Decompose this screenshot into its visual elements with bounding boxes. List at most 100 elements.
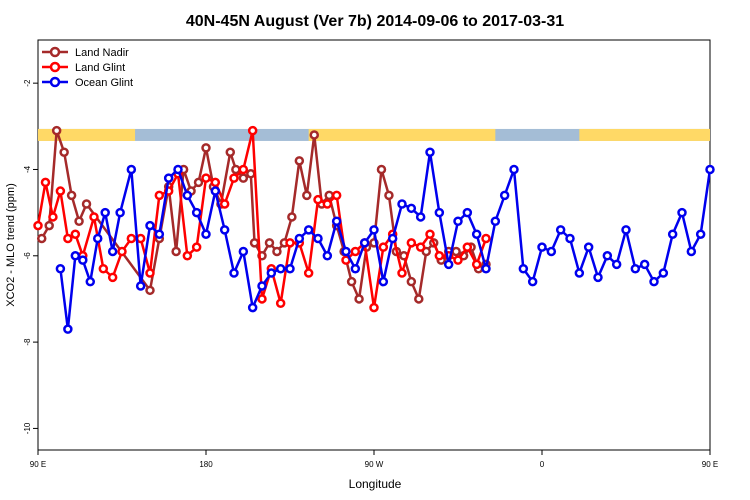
data-point: [499, 190, 510, 201]
data-point: [376, 164, 387, 175]
data-point: [257, 294, 267, 304]
legend: Land Nadir Land Glint Ocean Glint: [42, 46, 133, 89]
data-point: [285, 263, 295, 274]
data-point: [309, 130, 320, 140]
data-point: [238, 173, 249, 183]
surface-type-bar: [38, 128, 710, 141]
data-point: [630, 263, 641, 274]
data-point: [92, 233, 103, 244]
data-point: [249, 238, 260, 248]
data-point: [59, 147, 69, 157]
data-point: [154, 229, 165, 239]
data-point: [145, 220, 155, 231]
y-axis-label: XCO2 - MLO trend (ppm): [5, 183, 17, 306]
data-point: [443, 259, 454, 270]
x-tick-label: 180: [199, 460, 213, 469]
data-point: [201, 229, 211, 239]
data-point: [462, 242, 473, 252]
data-point: [201, 173, 211, 183]
data-point: [201, 143, 211, 153]
data-point: [210, 186, 221, 196]
data-point: [229, 173, 239, 183]
data-point: [275, 298, 286, 309]
data-point: [51, 125, 62, 136]
x-tick-label: 90 E: [702, 460, 718, 469]
data-point: [191, 207, 202, 218]
data-point: [66, 190, 77, 201]
data-point: [322, 199, 333, 209]
data-point: [247, 125, 258, 136]
data-point: [453, 216, 463, 227]
data-point: [238, 164, 249, 175]
data-point: [434, 251, 445, 261]
series-ocean-glint: [55, 147, 715, 334]
data-point: [193, 177, 204, 188]
data-point: [98, 263, 109, 274]
data-point: [331, 190, 342, 201]
data-point: [341, 246, 351, 257]
x-tick-label: 90 W: [365, 460, 384, 469]
data-point: [453, 255, 463, 265]
x-axis-label: Longitude: [349, 477, 402, 491]
data-point: [490, 216, 501, 227]
data-point: [313, 194, 323, 205]
surface-bar-land: [579, 128, 710, 141]
data-point: [55, 263, 66, 274]
data-point: [36, 233, 47, 244]
data-point: [70, 229, 81, 239]
data-point: [481, 263, 491, 274]
data-point: [107, 272, 118, 283]
data-point: [583, 242, 594, 252]
data-point: [649, 276, 659, 287]
data-point: [378, 276, 389, 287]
chart-title: 40N-45N August (Ver 7b) 2014-09-06 to 20…: [186, 13, 564, 30]
data-point: [287, 212, 297, 222]
data-point: [387, 233, 398, 244]
data-point: [55, 186, 66, 196]
data-point: [219, 199, 230, 209]
legend-marker: [49, 76, 61, 88]
data-point: [33, 220, 43, 231]
data-point: [247, 302, 258, 313]
data-point: [350, 263, 361, 274]
data-point: [145, 268, 155, 278]
data-point: [219, 225, 230, 235]
data-point: [294, 156, 305, 166]
data-point: [574, 268, 585, 278]
legend-label: Ocean Glint: [75, 77, 133, 89]
legend-item: Land Nadir: [42, 46, 129, 59]
data-point: [350, 246, 361, 257]
data-point: [191, 242, 202, 252]
data-point: [275, 263, 286, 274]
data-point: [639, 259, 650, 270]
data-point: [354, 294, 364, 304]
data-point: [44, 220, 54, 231]
data-point: [346, 276, 357, 287]
data-point: [74, 216, 84, 227]
data-point: [565, 233, 575, 244]
data-point: [369, 225, 379, 235]
data-point: [126, 164, 137, 175]
legend-marker: [49, 61, 61, 73]
data-point: [527, 276, 538, 287]
data-point: [414, 294, 424, 304]
data-point: [481, 233, 491, 244]
data-point: [322, 251, 333, 261]
data-point: [313, 233, 323, 244]
data-point: [331, 216, 342, 227]
x-tick-label: 0: [540, 460, 545, 469]
data-point: [359, 238, 370, 248]
data-point: [537, 242, 547, 252]
data-point: [462, 207, 473, 218]
data-point: [667, 229, 678, 239]
data-point: [303, 225, 314, 235]
data-point: [397, 268, 407, 278]
data-point: [257, 281, 267, 291]
data-point: [81, 199, 92, 209]
data-point: [425, 147, 435, 157]
y-tick-label: -2: [23, 79, 32, 87]
data-point: [303, 268, 314, 278]
y-tick-label: -4: [23, 165, 32, 173]
data-point: [369, 302, 379, 313]
